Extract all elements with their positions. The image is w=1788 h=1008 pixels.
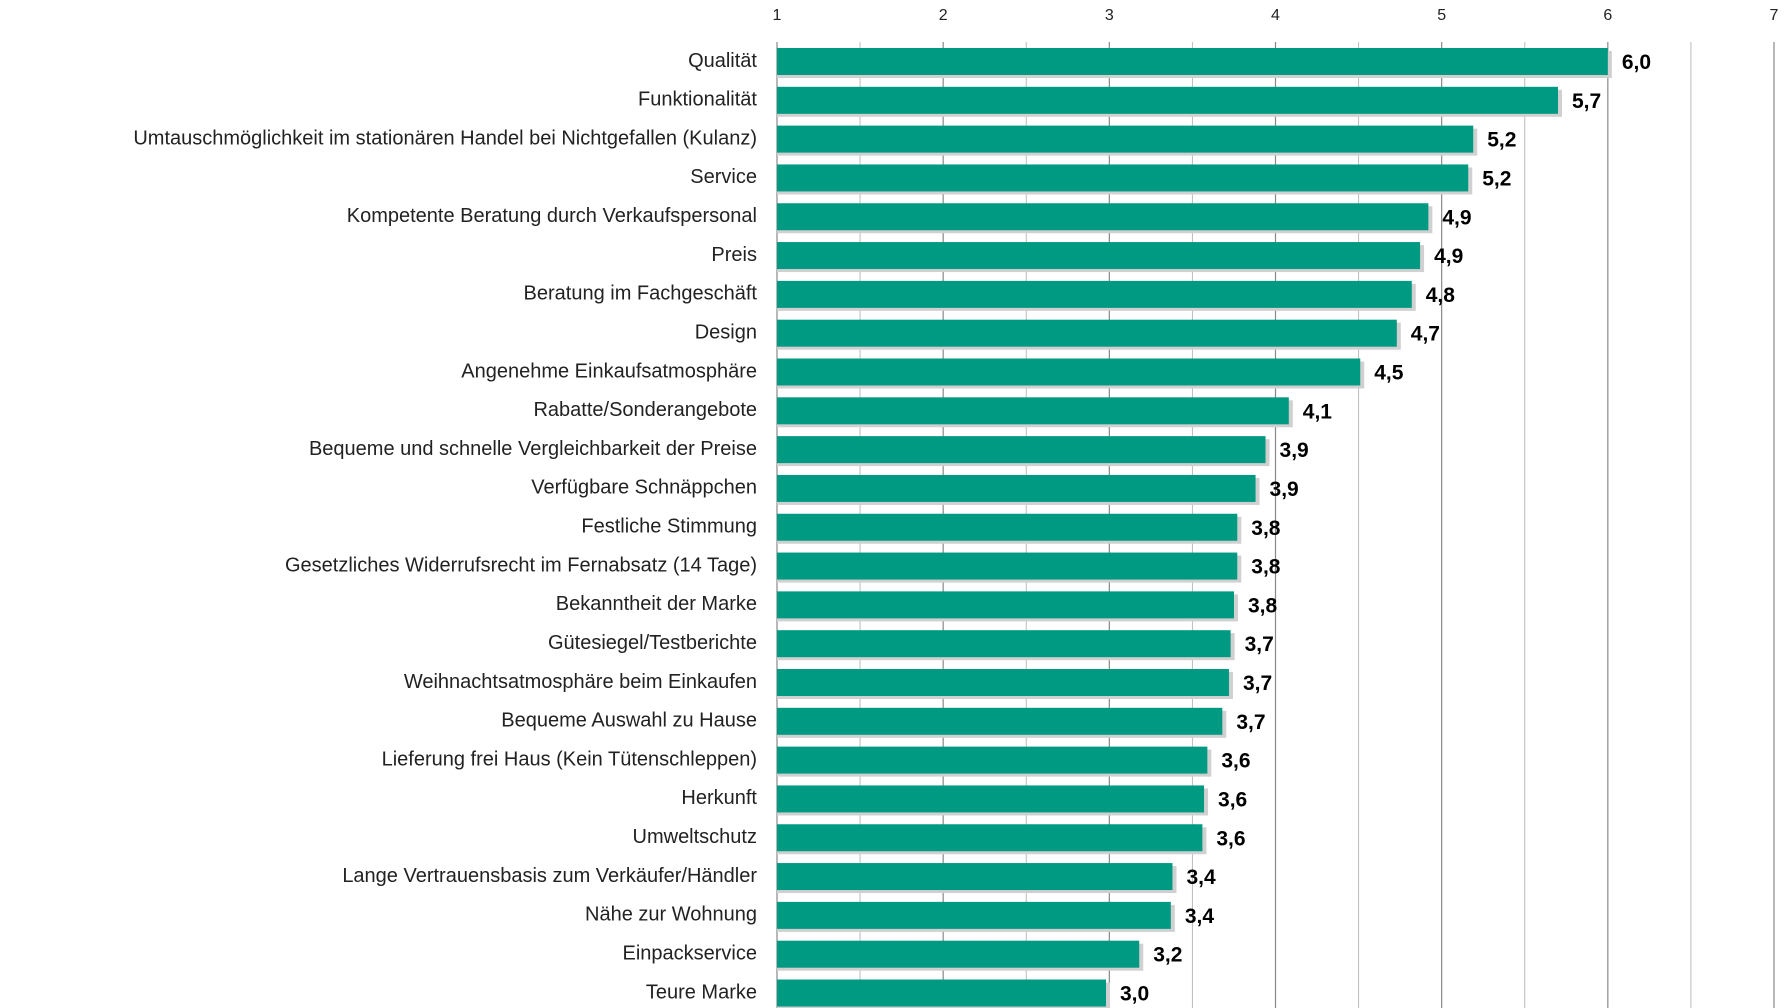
x-tick-label: 3 xyxy=(1105,7,1114,24)
x-tick-label: 4 xyxy=(1271,7,1280,24)
data-label: 6,0 xyxy=(1622,51,1651,74)
bar xyxy=(777,397,1289,425)
y-tick-label: Gütesiegel/Testberichte xyxy=(548,632,757,654)
y-tick-label: Rabatte/Sonderangebote xyxy=(533,399,757,421)
x-tick-label: 2 xyxy=(939,7,948,24)
data-label: 3,6 xyxy=(1218,788,1247,811)
y-tick-label: Umweltschutz xyxy=(633,826,757,848)
data-label: 4,9 xyxy=(1442,206,1471,229)
data-label: 3,8 xyxy=(1251,556,1281,579)
data-label: 3,7 xyxy=(1243,672,1272,695)
y-tick-label: Qualität xyxy=(688,50,757,72)
data-label: 3,6 xyxy=(1221,750,1250,773)
bar xyxy=(777,203,1429,231)
y-tick-label: Nähe zur Wohnung xyxy=(585,904,757,926)
x-tick-label: 5 xyxy=(1437,7,1446,24)
data-label: 4,1 xyxy=(1303,400,1333,423)
bar xyxy=(777,630,1231,658)
bar xyxy=(777,48,1608,75)
bar xyxy=(777,746,1208,774)
y-tick-label: Lieferung frei Haus (Kein Tütenschleppen… xyxy=(382,748,757,770)
data-label: 4,8 xyxy=(1426,284,1456,307)
y-tick-label: Verfügbare Schnäppchen xyxy=(531,477,757,499)
y-tick-label: Beratung im Fachgeschäft xyxy=(524,283,758,305)
y-tick-label: Weihnachtsatmosphäre beim Einkaufen xyxy=(404,671,757,693)
data-label: 5,2 xyxy=(1487,129,1516,152)
y-tick-label: Angenehme Einkaufsatmosphäre xyxy=(461,360,757,382)
bar xyxy=(777,591,1234,619)
bar xyxy=(777,513,1238,541)
data-label: 3,4 xyxy=(1185,905,1215,928)
y-tick-label: Design xyxy=(695,321,757,343)
data-label: 3,8 xyxy=(1251,517,1281,540)
y-tick-label: Bequeme und schnelle Vergleichbarkeit de… xyxy=(309,438,757,460)
y-tick-label: Festliche Stimmung xyxy=(581,516,757,538)
bar xyxy=(777,707,1223,735)
data-label: 3,7 xyxy=(1245,633,1274,656)
y-tick-label: Herkunft xyxy=(681,787,757,809)
data-label: 3,4 xyxy=(1186,866,1216,889)
data-label: 3,8 xyxy=(1248,594,1278,617)
bar xyxy=(777,785,1205,813)
bar xyxy=(777,280,1412,308)
bar xyxy=(777,863,1173,891)
y-tick-label: Funktionalität xyxy=(638,89,757,111)
data-label: 3,9 xyxy=(1270,478,1299,501)
x-tick-label: 7 xyxy=(1770,7,1779,24)
y-tick-label: Kompetente Beratung durch Verkaufsperson… xyxy=(347,205,757,227)
data-label: 5,7 xyxy=(1572,90,1601,113)
data-label: 3,9 xyxy=(1280,439,1309,462)
bar xyxy=(777,86,1558,114)
bar xyxy=(777,940,1140,968)
y-tick-label: Service xyxy=(690,166,757,188)
data-label: 4,5 xyxy=(1374,362,1404,385)
bar xyxy=(777,164,1469,192)
bar xyxy=(777,358,1361,386)
x-tick-label: 6 xyxy=(1603,7,1612,24)
bar xyxy=(777,824,1203,852)
y-tick-label: Preis xyxy=(711,244,757,266)
data-label: 4,9 xyxy=(1434,245,1463,268)
y-tick-label: Lange Vertrauensbasis zum Verkäufer/Händ… xyxy=(342,865,757,887)
bar xyxy=(777,901,1171,929)
bar xyxy=(777,436,1266,464)
y-tick-label: Einpackservice xyxy=(622,942,757,964)
bar xyxy=(777,242,1421,270)
y-tick-label: Teure Marke xyxy=(646,981,757,1003)
data-label: 3,0 xyxy=(1120,983,1149,1006)
bar xyxy=(777,669,1229,696)
data-label: 3,6 xyxy=(1216,827,1245,850)
bar xyxy=(777,474,1256,502)
bar xyxy=(777,979,1107,1007)
bar xyxy=(777,552,1238,580)
bar xyxy=(777,319,1397,347)
y-tick-label: Gesetzliches Widerrufsrecht im Fernabsat… xyxy=(285,554,757,576)
x-tick-label: 1 xyxy=(773,7,782,24)
data-label: 5,2 xyxy=(1482,167,1511,190)
y-tick-label: Umtauschmöglichkeit im stationären Hande… xyxy=(133,127,757,149)
bar xyxy=(777,125,1474,153)
data-label: 3,2 xyxy=(1153,944,1182,967)
y-tick-label: Bekanntheit der Marke xyxy=(556,593,757,615)
y-tick-label: Bequeme Auswahl zu Hause xyxy=(501,710,757,732)
data-label: 4,7 xyxy=(1411,323,1440,346)
data-label: 3,7 xyxy=(1236,711,1265,734)
